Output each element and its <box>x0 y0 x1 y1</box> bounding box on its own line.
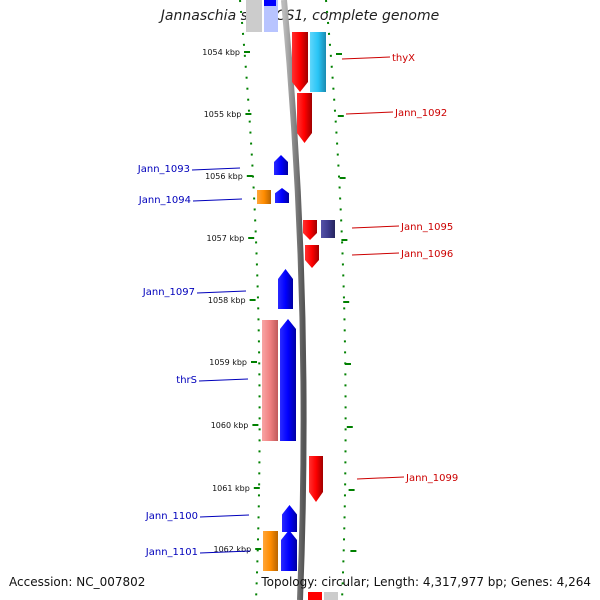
leader-line-jann-1101 <box>199 550 251 554</box>
leader-line-thyx <box>341 56 391 60</box>
edge-feature-blue <box>264 0 276 6</box>
leader-line-jann-1094 <box>192 198 243 202</box>
edge-feature-grey <box>246 0 262 32</box>
gene-feature-jann-1092[interactable] <box>297 93 312 143</box>
scale-tick-label: 1055 kbp <box>204 110 242 119</box>
gene-feature-thyX-cds[interactable] <box>310 32 326 92</box>
gene-feature-jann-1101-rna[interactable] <box>263 531 278 571</box>
gene-feature-jann-1095-cds[interactable] <box>321 220 335 238</box>
gene-feature-jann-1094-rna[interactable] <box>257 190 271 204</box>
leader-line-jann-1096 <box>351 252 400 256</box>
gene-label-jann-1101[interactable]: Jann_1101 <box>145 547 198 558</box>
leader-line-thrs <box>198 378 249 382</box>
map-title: Jannaschia sp. CCS1, complete genome <box>160 8 440 24</box>
gene-label-thrs[interactable]: thrS <box>176 375 197 386</box>
forward-strand-features <box>292 32 335 502</box>
gene-feature-thrS-cds[interactable] <box>262 320 278 441</box>
scale-tick-label: 1059 kbp <box>209 358 247 367</box>
gene-label-jann-1092[interactable]: Jann_1092 <box>394 108 447 119</box>
gene-label-jann-1093[interactable]: Jann_1093 <box>137 164 190 175</box>
leader-line-jann-1093 <box>191 167 241 171</box>
scale-tick-label: 1054 kbp <box>202 48 240 57</box>
gene-feature-jann-1097[interactable] <box>278 269 293 309</box>
gene-labels: thyX Jann_1092 Jann_1095 Jann_1096 Jann_1099… <box>137 53 458 558</box>
gene-label-jann-1094[interactable]: Jann_1094 <box>138 195 191 206</box>
gene-feature-jann-1100[interactable] <box>282 505 297 532</box>
gene-feature-jann-1101[interactable] <box>281 530 297 571</box>
gene-feature-jann-1095[interactable] <box>303 220 317 240</box>
inner-ring-right <box>325 0 347 600</box>
gene-feature-jann-1099[interactable] <box>309 456 323 502</box>
accession-label: Accession: NC_007802 <box>9 575 146 589</box>
gene-label-jann-1100[interactable]: Jann_1100 <box>145 511 198 522</box>
scale-ticks: 1054 kbp 1055 kbp 1056 kbp 1057 kbp 1058 kbp… <box>202 48 357 554</box>
gene-label-thyx[interactable]: thyX <box>392 53 415 64</box>
edge-features-top <box>246 0 278 32</box>
leader-line-jann-1097 <box>196 290 247 294</box>
genome-summary: Topology: circular; Length: 4,317,977 bp… <box>261 575 591 589</box>
leader-line-jann-1099 <box>356 476 405 480</box>
scale-tick-label: 1056 kbp <box>205 172 243 181</box>
reverse-strand-features <box>257 155 297 571</box>
scale-tick-label: 1057 kbp <box>206 234 244 243</box>
gene-feature-thrS[interactable] <box>280 319 296 441</box>
scale-tick-label: 1061 kbp <box>212 484 250 493</box>
gene-feature-jann-1093[interactable] <box>274 155 288 175</box>
scale-tick-label: 1058 kbp <box>208 296 246 305</box>
gene-label-jann-1099[interactable]: Jann_1099 <box>405 473 458 484</box>
gene-feature-jann-1094[interactable] <box>275 188 289 203</box>
gene-feature-jann-1096[interactable] <box>305 245 319 268</box>
edge-feature-lightblue <box>264 0 278 32</box>
gene-feature-thyX[interactable] <box>292 32 308 92</box>
edge-feature-bottom-red <box>308 592 322 600</box>
scale-tick-label: 1060 kbp <box>211 421 249 430</box>
gene-label-jann-1097[interactable]: Jann_1097 <box>142 287 195 298</box>
gene-label-jann-1096[interactable]: Jann_1096 <box>400 249 453 260</box>
leader-line-jann-1092 <box>345 111 394 115</box>
leader-line-jann-1100 <box>199 514 250 518</box>
leader-line-jann-1095 <box>351 225 400 229</box>
scale-tick-label: 1062 kbp <box>213 545 251 554</box>
genome-backbone <box>281 0 307 600</box>
edge-feature-bottom-grey <box>324 592 338 600</box>
edge-features-bottom <box>308 592 338 600</box>
gene-label-jann-1095[interactable]: Jann_1095 <box>400 222 453 233</box>
